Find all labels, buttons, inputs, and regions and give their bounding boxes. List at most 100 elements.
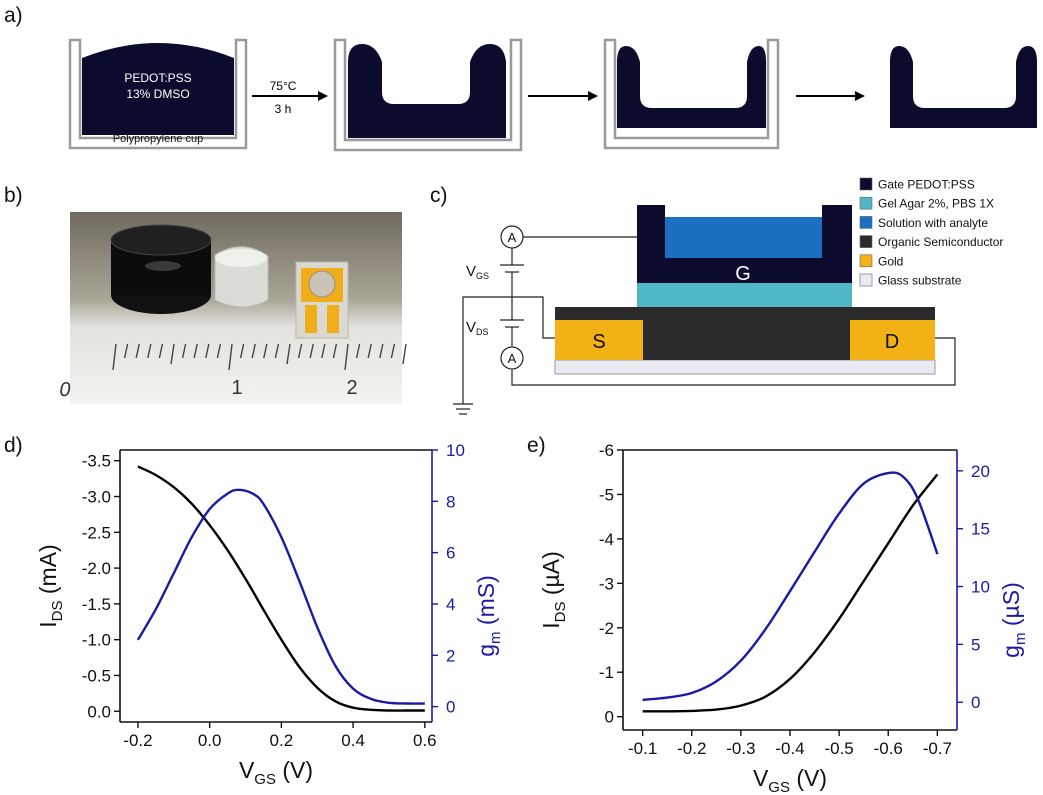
ruler-tick [263, 343, 268, 359]
legend-swatch [859, 273, 873, 287]
legend-label: Organic Semiconductor [878, 235, 1003, 249]
ogfet-schematic: S D G A A VGS VDS [453, 178, 1003, 415]
legend-swatch [859, 235, 873, 248]
y2-axis-title: gm (µS) [998, 582, 1029, 658]
panel-label-e: e) [527, 434, 546, 457]
released-gate [890, 46, 1037, 128]
cup-with-solution: PEDOT:PSS 13% DMSO Polypropylene cup [68, 38, 248, 150]
y-tick-label: 0 [605, 708, 614, 727]
ruler-tick [390, 343, 396, 359]
y2-tick-label: 10 [446, 441, 465, 460]
chart-d: -0.2 0.0 0.2 0.4 0.6 -3.5 -3.0 -2.5 -2.0 -1.5 -1.0… [35, 441, 504, 788]
y2-tick-label: 4 [446, 595, 455, 614]
gm-curve [642, 471, 939, 702]
gate-label: G [735, 263, 751, 285]
ruler-label-2: 2 [346, 377, 357, 399]
gate-pedot [637, 205, 852, 283]
ruler-tick [402, 343, 407, 365]
y-tick-label: -1.5 [82, 595, 111, 614]
y2-tick-label: 5 [971, 635, 980, 654]
x-tick-label: 0.0 [198, 731, 222, 750]
x-axis-title: VGS (V) [753, 765, 827, 795]
ruler-tick [286, 343, 291, 365]
arrow-1: 75°C 3 h [252, 79, 328, 116]
x-tick-label: -0.3 [726, 739, 755, 758]
source-electrode [555, 320, 643, 360]
ruler-tick [274, 343, 280, 359]
x-tick-label: -0.4 [775, 739, 804, 758]
ids-curve [137, 465, 425, 712]
y-tick-label: -1 [599, 663, 614, 682]
gm-curve [136, 488, 425, 705]
arrow-2-head [588, 91, 598, 101]
x-axis-title: VGS (V) [239, 757, 313, 788]
panel-label-d: d) [4, 434, 23, 457]
ammeter-gate-label: A [508, 230, 517, 245]
ruler-tick [181, 343, 187, 359]
y-tick-label: -0.5 [82, 666, 111, 685]
cup-after-drying [333, 38, 523, 152]
ruler-tick [297, 343, 303, 359]
ruler-tick [251, 343, 256, 359]
legend-label: Gold [878, 254, 903, 268]
ruler-tick [344, 343, 349, 371]
x-tick-label: 0.2 [270, 731, 294, 750]
ruler-label-1: 1 [231, 377, 242, 399]
legend-swatch [859, 196, 873, 210]
x-tick-label: -0.6 [874, 739, 903, 758]
legend-swatch [859, 254, 873, 268]
y-tick-label: -5 [599, 485, 614, 504]
y2-tick-label: 10 [971, 578, 990, 597]
y2-axis-title: gm (mS) [473, 575, 504, 657]
x-tick-label: -0.2 [123, 731, 152, 750]
ruler-tick [123, 343, 129, 359]
chart-e: -0.1 -0.2 -0.3 -0.4 -0.5 -0.6 -0.7 -6 -5 -4 -3 -2 -1… [538, 441, 1029, 795]
x-tick-label: 0.4 [341, 731, 365, 750]
x-tick-label: -0.2 [677, 739, 706, 758]
material-line2: 13% DMSO [126, 87, 189, 101]
ammeter-drain-label: A [508, 351, 517, 366]
ruler-tick [216, 343, 222, 359]
ammeter-gate [500, 225, 524, 249]
ruler-tick [321, 343, 326, 359]
x-tick-label: -0.7 [923, 739, 952, 758]
ruler-tick [332, 343, 338, 359]
ammeter-drain [500, 346, 524, 370]
vds-label: VDS [466, 319, 489, 337]
ruler-tick [135, 343, 140, 359]
panel-a-process: PEDOT:PSS 13% DMSO Polypropylene cup 75°… [68, 38, 1037, 152]
gate-in-cup [603, 38, 780, 150]
y2-tick-label: 20 [971, 462, 990, 481]
legend-label: Gate PEDOT:PSS [878, 178, 975, 192]
circuit-wires [453, 236, 956, 415]
ruler-tick [158, 343, 164, 359]
ruler-tick [367, 343, 372, 359]
x-tick-label: 0.6 [413, 731, 437, 750]
y2-tick-label: 8 [446, 492, 455, 511]
legend-label: Gel Agar 2%, PBS 1X [878, 197, 994, 211]
material-line1: PEDOT:PSS [124, 71, 191, 85]
y-tick-label: -6 [599, 441, 614, 460]
ruler-tick [147, 343, 152, 359]
y2-tick-label: 15 [971, 520, 990, 539]
vgs-label: VGS [466, 263, 489, 281]
y-tick-label: -3 [599, 574, 614, 593]
y2-tick-label: 0 [446, 698, 455, 717]
ruler-tick [112, 343, 117, 371]
y-tick-label: -4 [599, 530, 614, 549]
ids-curve [642, 473, 939, 713]
y-tick-label: -3.0 [82, 488, 111, 507]
arrow-3-head [855, 91, 865, 101]
panel-label-b: b) [4, 184, 23, 207]
ruler-tick [228, 343, 233, 371]
y-tick-label: 0.0 [87, 702, 111, 721]
drain-label: D [885, 331, 899, 353]
y-tick-label: -2 [599, 619, 614, 638]
analyte-solution [665, 217, 822, 258]
y-tick-label: -3.5 [82, 452, 111, 471]
ruler-label-0: 0 [58, 379, 72, 401]
ruler-tick [205, 343, 210, 359]
legend-label: Glass substrate [878, 274, 962, 288]
ruler-tick [239, 343, 245, 359]
panel-label-a: a) [4, 4, 23, 27]
